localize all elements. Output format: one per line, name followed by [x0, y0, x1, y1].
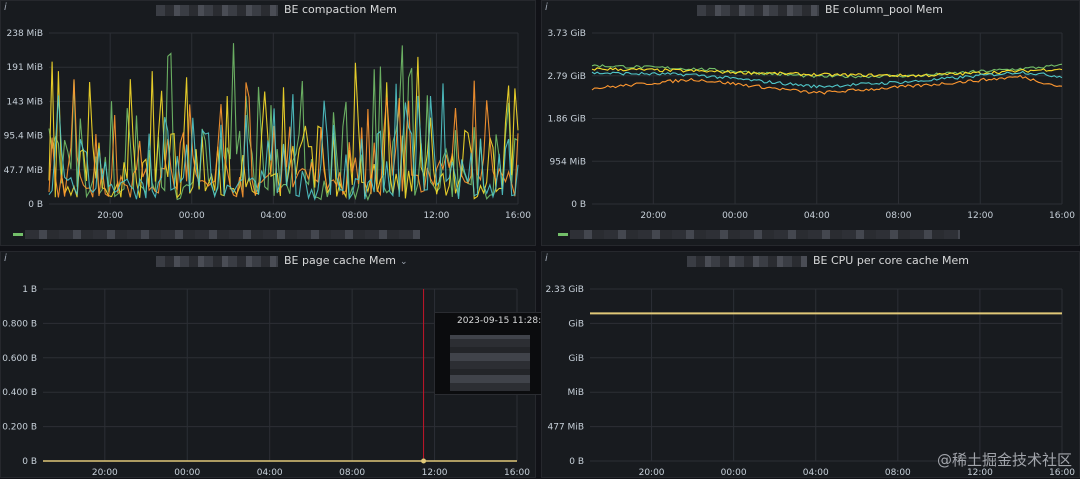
legend-redacted — [570, 230, 960, 239]
panel-title-text: BE page cache Mem — [284, 254, 397, 267]
x-tick-label: 16:00 — [1049, 211, 1075, 221]
y-tick-label: 0 B — [22, 457, 37, 467]
series-line — [591, 70, 1063, 89]
panel-cpu-core-cache-mem: i BE CPU per core cache Mem 2.33 GiB GiB G… — [541, 251, 1080, 478]
info-icon[interactable]: i — [4, 253, 7, 264]
legend-swatch — [13, 233, 23, 236]
info-icon[interactable]: i — [545, 253, 548, 264]
y-tick-label: 47.7 MiB — [4, 166, 43, 176]
watermark: @稀土掘金技术社区 — [936, 451, 1072, 469]
info-icon[interactable]: i — [545, 2, 548, 13]
x-tick-label: 12:00 — [967, 211, 993, 221]
x-tick-label: 20:00 — [97, 211, 123, 221]
y-tick-label: 0 B — [571, 200, 586, 210]
panel-page-cache-mem: i BE page cache Mem ⌄ 1 B 0.800 B 0.600 B 0.… — [0, 251, 566, 478]
y-tick-label: GiB — [568, 354, 584, 364]
y-tick-label: GiB — [568, 319, 584, 329]
redacted-prefix — [697, 4, 819, 16]
x-tick-label: 00:00 — [722, 211, 748, 221]
y-tick-label: 1 B — [22, 285, 37, 295]
y-tick-label: 238 MiB — [7, 29, 43, 39]
panel-title-text: BE compaction Mem — [284, 3, 397, 16]
y-tick-label: 2.33 GiB — [545, 285, 584, 295]
y-tick-label: 0.600 B — [2, 354, 37, 364]
panel-title[interactable]: BE column_pool Mem — [697, 3, 943, 16]
y-tick-label: 2.79 GiB — [547, 72, 586, 82]
x-tick-label: 04:00 — [260, 211, 286, 221]
chart-compaction-mem[interactable]: 238 MiB 191 MiB 143 MiB 95.4 MiB 47.7 MiB 0 B… — [1, 1, 537, 247]
x-tick-label: 16:00 — [505, 211, 531, 221]
x-tick-label: 20:00 — [640, 211, 666, 221]
y-tick-label: 191 MiB — [7, 63, 43, 73]
panel-column-pool-mem: i BE column_pool Mem 3.73 GiB 2.79 GiB 1.8… — [541, 0, 1080, 246]
panel-compaction-mem: i BE compaction Mem 238 MiB 191 MiB 143 Mi… — [0, 0, 536, 246]
redacted-prefix — [156, 255, 278, 267]
y-tick-label: 0.200 B — [2, 423, 37, 433]
x-tick-label: 04:00 — [257, 468, 283, 478]
x-tick-label: 12:00 — [423, 211, 449, 221]
y-tick-label: 95.4 MiB — [4, 132, 43, 142]
series-line — [591, 67, 1063, 78]
redacted-prefix — [156, 4, 278, 16]
redacted-prefix — [687, 255, 807, 267]
x-tick-label: 04:00 — [804, 211, 830, 221]
tooltip-time: 2023-09-15 11:28:00 — [457, 316, 553, 326]
y-tick-label: 477 MiB — [548, 423, 584, 433]
x-tick-label: 12:00 — [967, 468, 993, 478]
y-tick-label: MiB — [568, 388, 584, 398]
x-tick-label: 08:00 — [339, 468, 365, 478]
chevron-down-icon[interactable]: ⌄ — [400, 257, 408, 267]
y-tick-label: 954 MiB — [550, 157, 586, 167]
x-tick-label: 00:00 — [179, 211, 205, 221]
panel-title[interactable]: BE compaction Mem — [156, 3, 397, 16]
chart-cpu-core-cache-mem[interactable]: 2.33 GiB GiB GiB MiB 477 MiB 0 B 20:00 00:00 04:… — [542, 252, 1080, 479]
panel-title[interactable]: BE CPU per core cache Mem — [687, 254, 969, 267]
series-line — [591, 74, 1063, 95]
panel-title-text: BE column_pool Mem — [825, 3, 943, 16]
y-tick-label: 1.86 GiB — [547, 115, 586, 125]
x-tick-label: 08:00 — [886, 211, 912, 221]
series-line — [48, 56, 519, 200]
x-tick-label: 20:00 — [639, 468, 665, 478]
y-tick-label: 3.73 GiB — [547, 29, 586, 39]
x-tick-label: 08:00 — [885, 468, 911, 478]
series-line — [48, 43, 519, 202]
series-line — [591, 63, 1063, 79]
hover-point — [421, 458, 427, 464]
series-line — [48, 83, 519, 201]
x-tick-label: 16:00 — [1049, 468, 1075, 478]
panel-title-text: BE CPU per core cache Mem — [813, 254, 969, 267]
x-tick-label: 08:00 — [342, 211, 368, 221]
chart-column-pool-mem[interactable]: 3.73 GiB 2.79 GiB 1.86 GiB 954 MiB 0 B 20:00 0… — [542, 1, 1080, 247]
y-tick-label: 0 B — [569, 457, 584, 467]
x-tick-label: 12:00 — [422, 468, 448, 478]
legend-redacted — [25, 230, 420, 239]
y-tick-label: 0.800 B — [2, 319, 37, 329]
tooltip-series-redacted — [450, 335, 530, 391]
x-tick-label: 20:00 — [92, 468, 118, 478]
y-tick-label: 0.400 B — [2, 388, 37, 398]
x-tick-label: 04:00 — [803, 468, 829, 478]
panel-title[interactable]: BE page cache Mem ⌄ — [156, 254, 408, 267]
x-tick-label: 00:00 — [721, 468, 747, 478]
y-tick-label: 0 B — [28, 200, 43, 210]
x-tick-label: 00:00 — [174, 468, 200, 478]
legend-swatch — [558, 233, 568, 236]
info-icon[interactable]: i — [4, 2, 7, 13]
x-tick-label: 16:00 — [504, 468, 530, 478]
y-tick-label: 143 MiB — [7, 97, 43, 107]
